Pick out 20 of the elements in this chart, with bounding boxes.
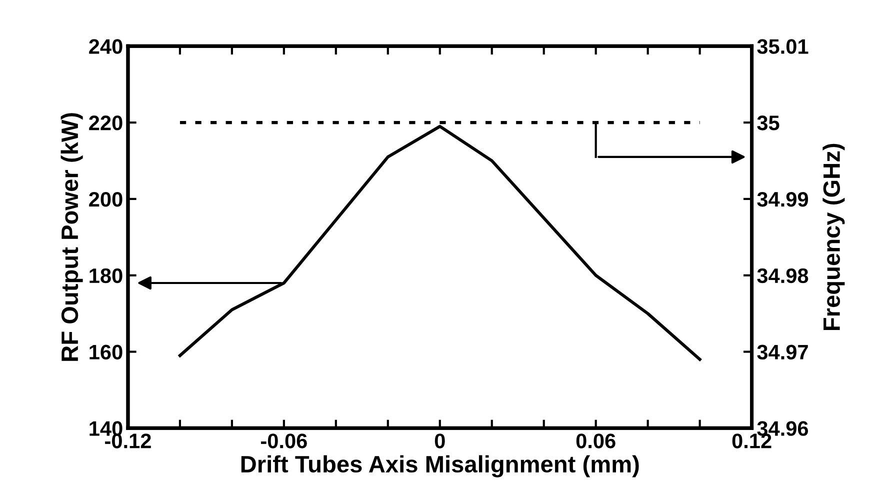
y2-tick-label: 35 bbox=[757, 116, 780, 130]
y-tick-label: 220 bbox=[89, 116, 122, 130]
y-tick-label: 200 bbox=[89, 192, 122, 207]
x-tick-label: 0.12 bbox=[732, 434, 772, 448]
y-tick-label: 240 bbox=[89, 39, 122, 54]
y2-axis-title: Frequency (GHz) bbox=[822, 144, 845, 330]
y2-tick-label: 34.96 bbox=[757, 421, 808, 436]
y2-tick-label: 34.97 bbox=[757, 344, 808, 360]
y-tick-label: 180 bbox=[90, 268, 122, 284]
x-tick-label: -0.12 bbox=[105, 434, 151, 448]
x-tick-label: -0.06 bbox=[261, 434, 307, 448]
y-axis-title: RF Output Power (kW) bbox=[60, 113, 83, 361]
y2-tick-label: 34.98 bbox=[757, 268, 808, 284]
y-tick-label: 160 bbox=[90, 344, 122, 360]
x-axis-title: Drift Tubes Axis Misalignment (mm) bbox=[241, 455, 639, 478]
x-tick-label: 0.06 bbox=[576, 434, 616, 448]
x-tick-label: 0 bbox=[434, 434, 445, 448]
y-tick-label: 140 bbox=[90, 421, 122, 436]
y2-tick-label: 35.01 bbox=[757, 39, 808, 54]
y2-tick-label: 34.99 bbox=[757, 192, 808, 207]
